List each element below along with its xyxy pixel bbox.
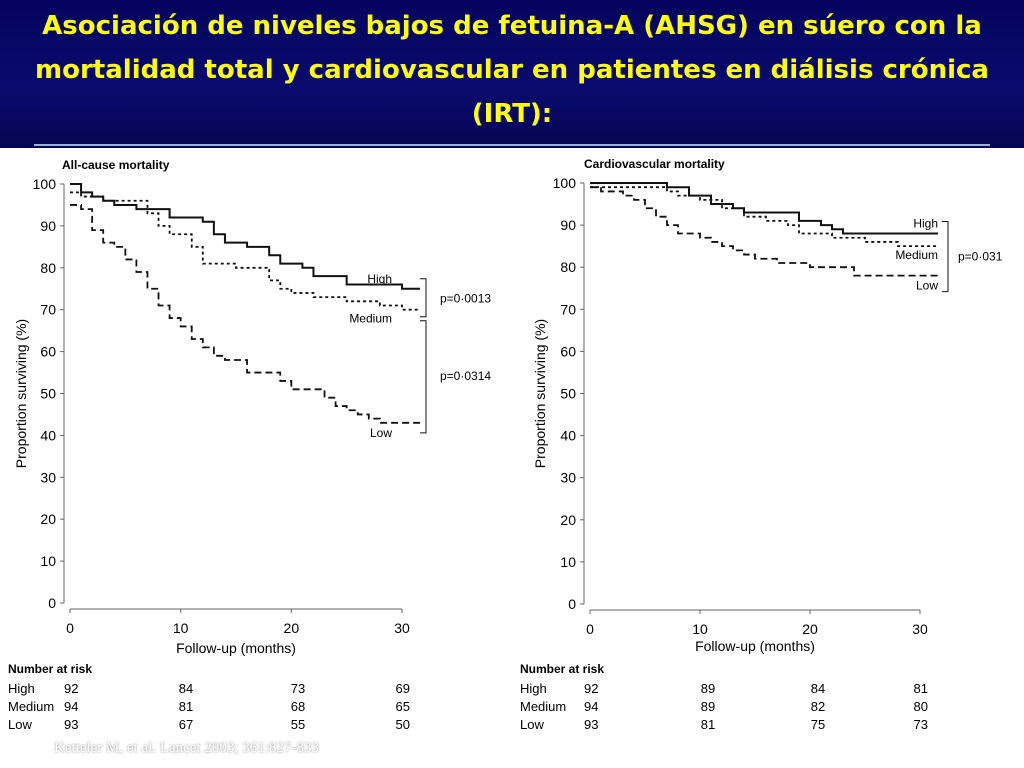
slide-title: Asociación de niveles bajos de fetuina-A… — [35, 11, 989, 129]
chart1-x-tick-label: 30 — [394, 620, 410, 636]
chart2-y-tick-label: 60 — [560, 343, 576, 359]
chart1-p-value: p=0·0314 — [440, 369, 491, 383]
chart2-x-tick-label: 10 — [692, 621, 708, 637]
chart1-risk-value: 84 — [179, 681, 193, 696]
chart1-x-tick-label: 10 — [173, 620, 189, 636]
chart1-y-tick-label: 40 — [40, 427, 56, 443]
chart1-x-axis-label: Follow-up (months) — [176, 640, 296, 656]
chart2-series-label-high: High — [913, 217, 938, 231]
chart2-y-tick-label: 10 — [560, 554, 576, 570]
chart1-bracket — [420, 278, 427, 318]
chart1-series-medium — [70, 191, 420, 311]
chart2-x-axis-label: Follow-up (months) — [695, 638, 815, 654]
chart1-series-low — [70, 204, 420, 424]
chart1-risk-value: 69 — [396, 681, 410, 696]
chart2-risk-value: 89 — [701, 699, 715, 714]
chart2-y-tick-label: 40 — [560, 428, 576, 444]
chart1-x-tick-label: 0 — [66, 620, 74, 636]
chart1-risk-value: 81 — [179, 699, 193, 714]
chart1-y-tick-label: 100 — [33, 176, 57, 192]
chart2-p-value: p=0·031 — [958, 250, 1003, 264]
chart2-series-high — [590, 182, 938, 235]
title-divider — [34, 144, 990, 146]
chart1-y-tick-label: 80 — [40, 260, 56, 276]
chart2-y-tick-label: 0 — [568, 596, 576, 612]
chart2-risk-value: 81 — [914, 681, 928, 696]
chart2-risk-value: 75 — [811, 717, 825, 732]
chart1-risk-value: 67 — [179, 717, 193, 732]
chart2-y-tick-label: 100 — [553, 175, 577, 191]
chart2-y-tick-label: 30 — [560, 470, 576, 486]
chart2-y-tick-label: 90 — [560, 217, 576, 233]
chart2-risk-value: 84 — [811, 681, 825, 696]
chart2-x-tick-label: 30 — [912, 621, 928, 637]
chart2-risk-value: 73 — [914, 717, 928, 732]
chart2-x-tick-label: 20 — [802, 621, 818, 637]
chart1-risk-value: 65 — [396, 699, 410, 714]
chart2-series-medium — [590, 186, 938, 248]
title-banner: Asociación de niveles bajos de fetuina-A… — [0, 0, 1024, 148]
chart1-series-label-medium: Medium — [349, 312, 392, 326]
chart1-risk-row-label: High — [8, 681, 35, 696]
chart2-series-label-medium: Medium — [895, 248, 938, 262]
chart1-risk-value: 94 — [64, 699, 78, 714]
chart2-risk-value: 94 — [584, 699, 598, 714]
chart2-bracket — [942, 221, 949, 293]
chart2-y-tick-label: 50 — [560, 386, 576, 402]
chart1-x-tick-label: 20 — [284, 620, 300, 636]
chart1-y-tick-label: 20 — [40, 511, 56, 527]
chart2-risk-value: 93 — [584, 717, 598, 732]
chart1-y-axis-label: Proportion surviving (%) — [13, 319, 29, 468]
chart1-y-tick-label: 10 — [40, 553, 56, 569]
chart1-risk-value: 50 — [396, 717, 410, 732]
chart2-y-tick-label: 20 — [560, 512, 576, 528]
chart2-risk-value: 82 — [811, 699, 825, 714]
chart1-series-high — [70, 183, 420, 290]
chart2-y-axis-label: Proportion surviving (%) — [532, 319, 548, 468]
chart2-title: Cardiovascular mortality — [584, 157, 725, 171]
chart2-risk-value: 92 — [584, 681, 598, 696]
chart2-y-tick-label: 70 — [560, 301, 576, 317]
chart-panel — [0, 148, 1024, 768]
chart1-y-tick-label: 30 — [40, 469, 56, 485]
chart1-bracket — [420, 320, 427, 434]
chart1-series-label-high: High — [367, 272, 392, 286]
chart2-x-tick-label: 0 — [586, 621, 594, 637]
chart1-p-value: p=0·0013 — [440, 292, 491, 306]
chart1-y-tick-label: 90 — [40, 218, 56, 234]
chart1-risk-value: 73 — [291, 681, 305, 696]
chart2-risk-value: 81 — [701, 717, 715, 732]
chart2-risk-value: 80 — [914, 699, 928, 714]
chart1-y-tick-label: 60 — [40, 344, 56, 360]
chart1-risk-row-label: Medium — [8, 699, 54, 714]
chart1-risk-header: Number at risk — [8, 662, 92, 676]
chart1-title: All-cause mortality — [62, 158, 170, 172]
chart1-y-tick-label: 0 — [48, 595, 56, 611]
chart2-series-low — [590, 186, 938, 277]
chart1-risk-value: 68 — [291, 699, 305, 714]
chart2-risk-row-label: Low — [520, 717, 544, 732]
chart1-risk-value: 93 — [64, 717, 78, 732]
chart2-risk-value: 89 — [701, 681, 715, 696]
chart2-risk-row-label: Medium — [520, 699, 566, 714]
chart2-y-tick-label: 80 — [560, 259, 576, 275]
chart1-series-label-low: Low — [370, 426, 392, 440]
chart1-risk-value: 55 — [291, 717, 305, 732]
chart1-y-tick-label: 50 — [40, 386, 56, 402]
chart1-y-tick-label: 70 — [40, 302, 56, 318]
chart2-series-label-low: Low — [916, 279, 938, 293]
chart1-risk-row-label: Low — [8, 717, 32, 732]
chart2-risk-header: Number at risk — [520, 662, 604, 676]
chart1-risk-value: 92 — [64, 681, 78, 696]
citation: Ketteler M, et al. Lancet 2003; 361:827-… — [54, 740, 319, 756]
chart2-risk-row-label: High — [520, 681, 547, 696]
